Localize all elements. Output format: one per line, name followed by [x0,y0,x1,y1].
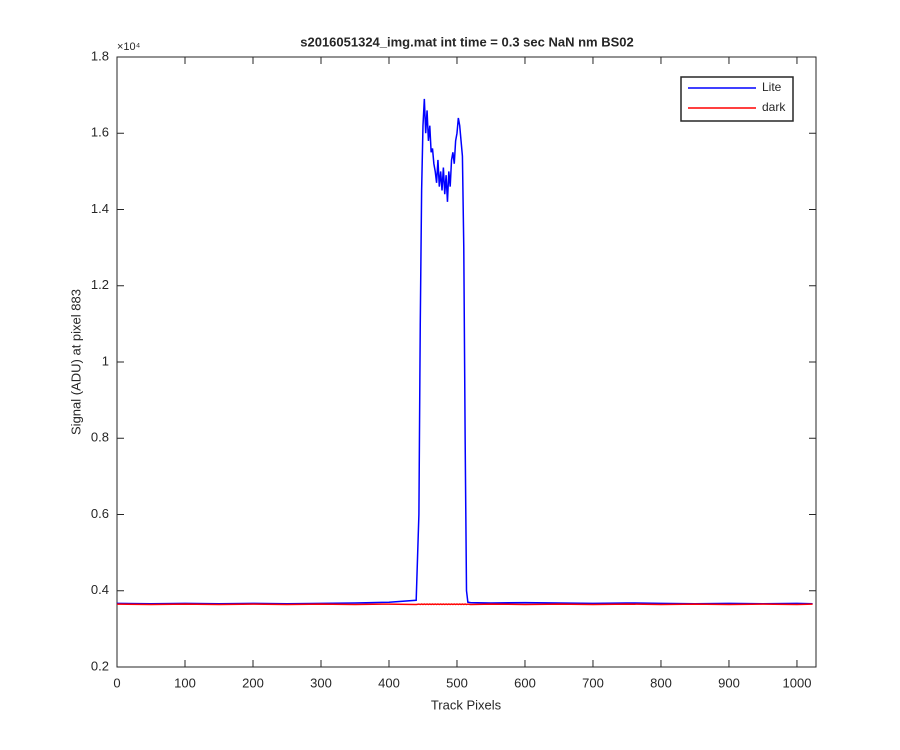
legend-box [680,76,794,122]
y-tick-label: 1.4 [91,201,109,216]
x-tick-label: 0 [113,675,120,690]
legend-label: dark [762,100,786,114]
x-tick-label: 700 [582,675,604,690]
series-line [116,98,813,605]
x-tick-label: 200 [242,675,264,690]
y-tick-label: 1 [102,353,109,368]
x-tick-label: 900 [718,675,740,690]
y-axis-label: Signal (ADU) at pixel 883 [68,289,83,435]
x-tick-label: 100 [174,675,196,690]
x-tick-label: 400 [378,675,400,690]
x-tick-label: 300 [310,675,332,690]
y-tick-label: 0.6 [91,506,109,521]
legend-label: Lite [762,80,782,94]
x-tick-label: 500 [446,675,468,690]
y-tick-label: 1.8 [91,48,109,63]
x-axis-label: Track Pixels [431,697,502,712]
y-tick-label: 1.6 [91,125,109,140]
y-tick-label: 0.4 [91,582,109,597]
y-scale-label: ×10⁴ [117,41,141,53]
y-tick-label: 0.8 [91,430,109,445]
y-tick-label: 1.2 [91,277,109,292]
x-tick-label: 600 [514,675,536,690]
chart-title: s2016051324_img.mat int time = 0.3 sec N… [300,34,634,49]
y-tick-label: 0.2 [91,658,109,673]
x-tick-label: 1000 [783,675,812,690]
x-tick-label: 800 [650,675,672,690]
